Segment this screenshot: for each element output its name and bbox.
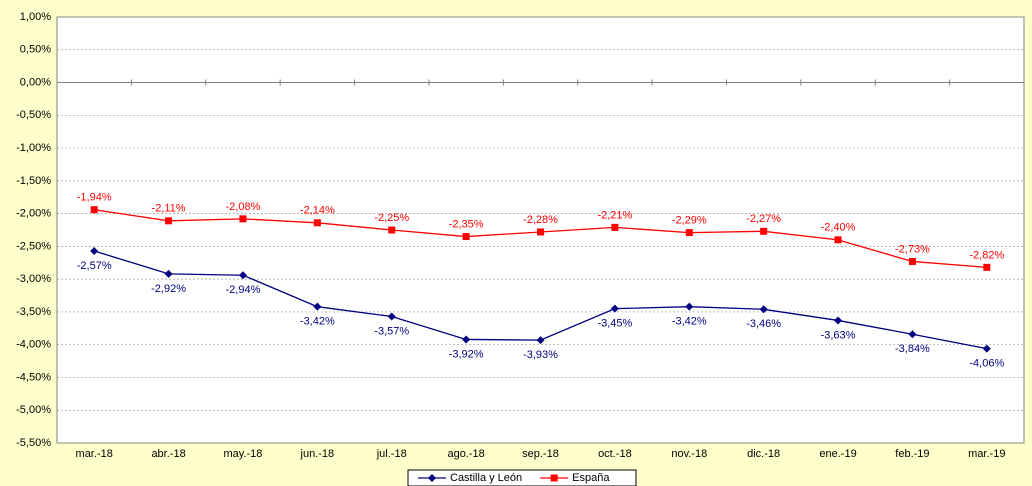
x-tick-label: jun.-18 (300, 448, 335, 460)
point (685, 229, 693, 237)
x-tick-label: ene.-19 (819, 448, 856, 460)
x-tick-label: oct.-18 (598, 448, 632, 460)
point (908, 330, 917, 339)
x-tick-label: nov.-18 (671, 448, 707, 460)
data-label: -2,40% (821, 222, 856, 234)
point (313, 302, 322, 311)
data-label: -2,21% (597, 209, 632, 221)
point (238, 271, 247, 280)
point (536, 336, 545, 345)
data-label: -2,57% (77, 260, 112, 272)
point (908, 257, 916, 265)
data-label: -3,84% (895, 343, 930, 355)
data-label: -2,28% (523, 214, 558, 226)
data-label: -2,27% (746, 213, 781, 225)
x-tick-label: mar.-18 (76, 448, 113, 460)
point (462, 233, 470, 241)
point (462, 335, 471, 344)
point (834, 236, 842, 244)
point (685, 302, 694, 311)
point (90, 206, 98, 214)
y-tick-label: -2,50% (16, 240, 51, 252)
y-tick-label: -0,50% (16, 109, 51, 121)
legend-box (407, 469, 637, 486)
point (388, 226, 396, 234)
x-tick-label: dic.-18 (747, 448, 780, 460)
x-tick-label: mar.-19 (968, 448, 1005, 460)
x-tick-label: jul.-18 (376, 448, 407, 460)
data-label: -2,25% (374, 212, 409, 224)
data-label: -3,93% (523, 349, 558, 361)
x-tick-label: feb.-19 (895, 448, 929, 460)
y-tick-label: -1,00% (16, 142, 51, 154)
x-tick-label: ago.-18 (447, 448, 484, 460)
legend: Castilla y León España (407, 469, 637, 486)
data-label: -2,08% (226, 201, 261, 213)
point (834, 316, 843, 325)
data-label: -3,46% (746, 318, 781, 330)
point (387, 312, 396, 321)
point (760, 227, 768, 235)
point (982, 344, 991, 353)
y-tick-label: -3,50% (16, 306, 51, 318)
data-label: -2,92% (151, 283, 186, 295)
data-label: -1,94% (77, 192, 112, 204)
y-tick-label: -4,00% (16, 339, 51, 351)
data-label: -3,45% (597, 318, 632, 330)
point (313, 219, 321, 227)
legend-marker (428, 474, 436, 482)
y-tick-label: -5,50% (16, 437, 51, 449)
data-label: -3,42% (300, 316, 335, 328)
y-tick-label: -2,00% (16, 208, 51, 220)
point (610, 304, 619, 313)
point (164, 269, 173, 278)
data-label: -3,92% (449, 348, 484, 360)
data-label: -2,29% (672, 215, 707, 227)
point (611, 223, 619, 231)
point (759, 305, 768, 314)
y-tick-label: 0,50% (20, 44, 51, 56)
y-tick-label: -1,50% (16, 175, 51, 187)
y-tick-label: 1,00% (20, 11, 51, 23)
data-label: -2,14% (300, 205, 335, 217)
data-label: -3,57% (374, 325, 409, 337)
point (239, 215, 247, 223)
x-tick-label: abr.-18 (151, 448, 185, 460)
data-label: -2,73% (895, 243, 930, 255)
point (90, 246, 99, 255)
x-tick-label: may.-18 (224, 448, 263, 460)
y-tick-label: -4,50% (16, 371, 51, 383)
data-label: -4,06% (969, 358, 1004, 370)
data-label: -3,63% (821, 329, 856, 341)
point (165, 217, 173, 225)
y-tick-label: -5,00% (16, 404, 51, 416)
legend-marker (550, 474, 558, 482)
legend-label: Castilla y León (450, 472, 522, 484)
y-tick-label: -3,00% (16, 273, 51, 285)
point (983, 263, 991, 271)
data-label: -2,94% (226, 284, 261, 296)
data-label: -2,35% (449, 218, 484, 230)
legend-label: España (572, 472, 610, 484)
data-label: -2,11% (152, 203, 186, 215)
data-label: -3,42% (672, 316, 707, 328)
x-tick-label: sep.-18 (522, 448, 559, 460)
data-label: -2,82% (969, 249, 1004, 261)
point (537, 228, 544, 236)
y-tick-label: 0,00% (20, 76, 51, 88)
